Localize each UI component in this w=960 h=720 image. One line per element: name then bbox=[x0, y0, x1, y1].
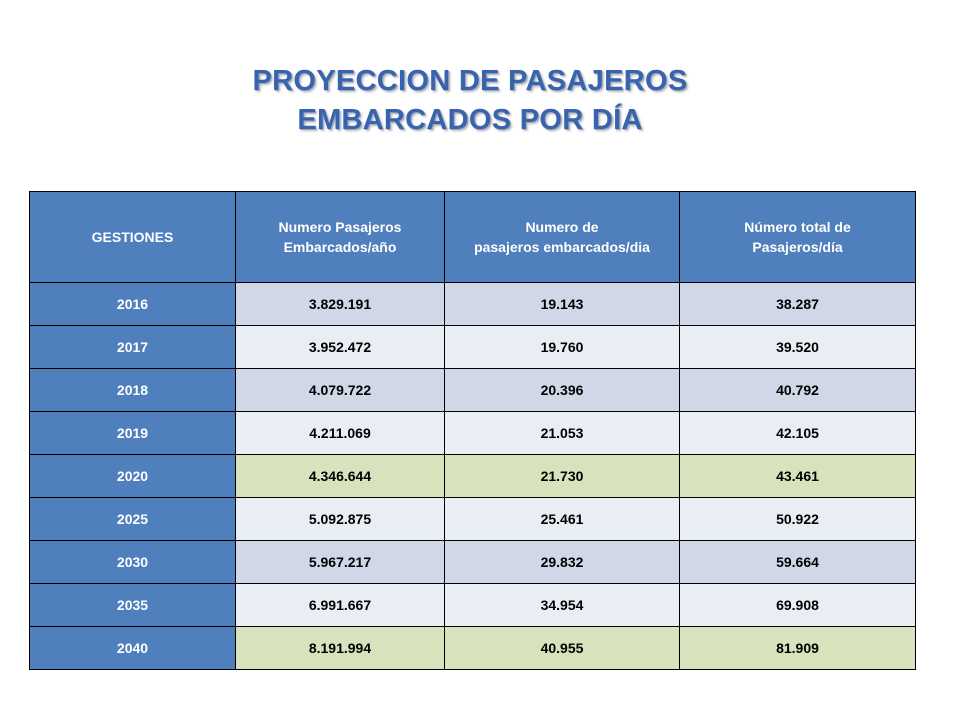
cell-year: 2019 bbox=[29, 411, 236, 455]
cell-daily-passengers: 21.730 bbox=[444, 454, 680, 498]
cell-total-daily-passengers: 81.909 bbox=[679, 626, 916, 670]
cell-annual-passengers: 4.346.644 bbox=[235, 454, 445, 498]
cell-annual-passengers: 4.079.722 bbox=[235, 368, 445, 412]
table-row: 2016 3.829.191 19.143 38.287 bbox=[29, 282, 916, 326]
cell-year: 2030 bbox=[29, 540, 236, 584]
cell-daily-passengers: 20.396 bbox=[444, 368, 680, 412]
cell-total-daily-passengers: 40.792 bbox=[679, 368, 916, 412]
cell-annual-passengers: 5.092.875 bbox=[235, 497, 445, 541]
cell-total-daily-passengers: 39.520 bbox=[679, 325, 916, 369]
cell-year: 2020 bbox=[29, 454, 236, 498]
cell-daily-passengers: 19.143 bbox=[444, 282, 680, 326]
table-row: 2035 6.991.667 34.954 69.908 bbox=[29, 583, 916, 627]
header-pasajeros-anio: Numero Pasajeros Embarcados/año bbox=[235, 191, 445, 283]
header-pasajeros-dia: Numero de pasajeros embarcados/dia bbox=[444, 191, 680, 283]
header-total-pasajeros-dia: Número total de Pasajeros/día bbox=[679, 191, 916, 283]
cell-total-daily-passengers: 69.908 bbox=[679, 583, 916, 627]
table-row: 2017 3.952.472 19.760 39.520 bbox=[29, 325, 916, 369]
table-row: 2025 5.092.875 25.461 50.922 bbox=[29, 497, 916, 541]
cell-year: 2035 bbox=[29, 583, 236, 627]
cell-daily-passengers: 29.832 bbox=[444, 540, 680, 584]
table-header-row: GESTIONES Numero Pasajeros Embarcados/añ… bbox=[29, 191, 916, 283]
cell-annual-passengers: 3.952.472 bbox=[235, 325, 445, 369]
cell-annual-passengers: 8.191.994 bbox=[235, 626, 445, 670]
cell-daily-passengers: 25.461 bbox=[444, 497, 680, 541]
cell-year: 2016 bbox=[29, 282, 236, 326]
cell-annual-passengers: 3.829.191 bbox=[235, 282, 445, 326]
cell-year: 2018 bbox=[29, 368, 236, 412]
table-row: 2018 4.079.722 20.396 40.792 bbox=[29, 368, 916, 412]
table-row: 2020 4.346.644 21.730 43.461 bbox=[29, 454, 916, 498]
cell-daily-passengers: 21.053 bbox=[444, 411, 680, 455]
cell-total-daily-passengers: 59.664 bbox=[679, 540, 916, 584]
cell-total-daily-passengers: 38.287 bbox=[679, 282, 916, 326]
page-title-line-1: PROYECCION DE PASAJEROS bbox=[252, 65, 688, 97]
header-gestiones: GESTIONES bbox=[29, 191, 236, 283]
table-row: 2030 5.967.217 29.832 59.664 bbox=[29, 540, 916, 584]
cell-annual-passengers: 6.991.667 bbox=[235, 583, 445, 627]
cell-total-daily-passengers: 43.461 bbox=[679, 454, 916, 498]
cell-year: 2040 bbox=[29, 626, 236, 670]
table-row: 2040 8.191.994 40.955 81.909 bbox=[29, 626, 916, 670]
cell-annual-passengers: 4.211.069 bbox=[235, 411, 445, 455]
passenger-projection-table: GESTIONES Numero Pasajeros Embarcados/añ… bbox=[29, 191, 916, 670]
cell-daily-passengers: 19.760 bbox=[444, 325, 680, 369]
cell-year: 2025 bbox=[29, 497, 236, 541]
cell-daily-passengers: 34.954 bbox=[444, 583, 680, 627]
table-body: 2016 3.829.191 19.143 38.287 2017 3.952.472 19… bbox=[29, 282, 916, 670]
cell-total-daily-passengers: 42.105 bbox=[679, 411, 916, 455]
cell-year: 2017 bbox=[29, 325, 236, 369]
cell-total-daily-passengers: 50.922 bbox=[679, 497, 916, 541]
cell-daily-passengers: 40.955 bbox=[444, 626, 680, 670]
cell-annual-passengers: 5.967.217 bbox=[235, 540, 445, 584]
page-title: PROYECCION DE PASAJEROS EMBARCADOS POR D… bbox=[0, 62, 940, 140]
page-title-line-2: EMBARCADOS POR DÍA bbox=[297, 104, 643, 136]
table-row: 2019 4.211.069 21.053 42.105 bbox=[29, 411, 916, 455]
